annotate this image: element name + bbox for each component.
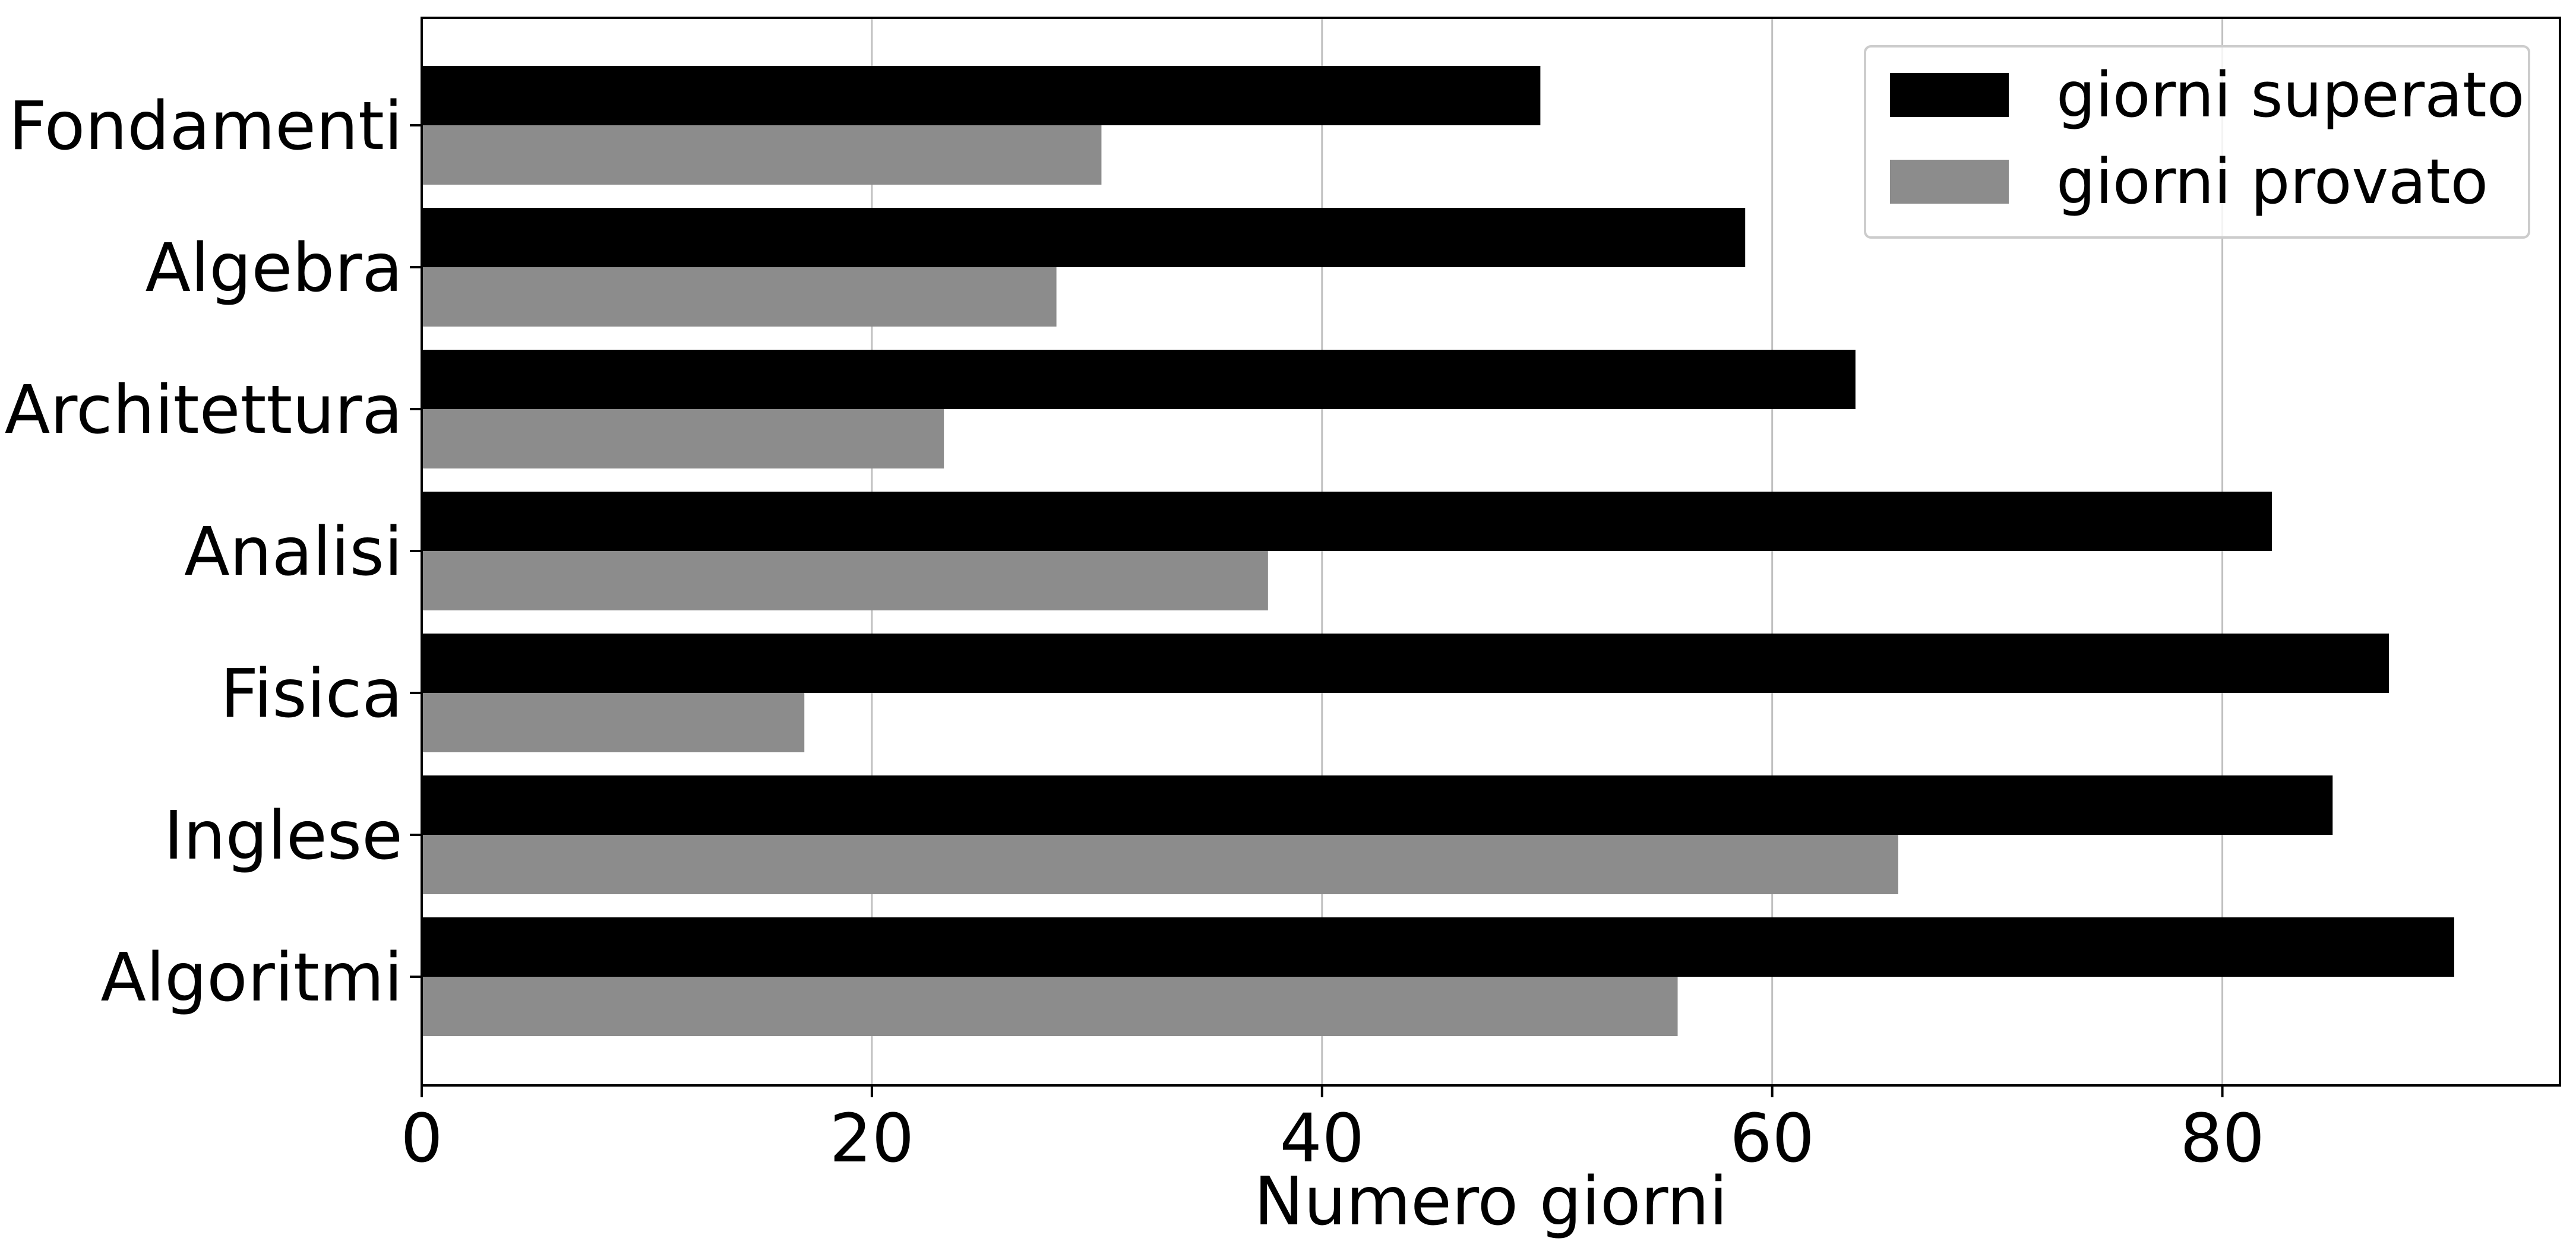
category-label-fisica: Fisica: [220, 656, 403, 733]
category-label-inglese: Inglese: [164, 797, 403, 875]
x-tick-label-0: 0: [400, 1100, 442, 1177]
bar-architettura-giorni-superato: [422, 350, 1856, 409]
category-label-analisi: Analisi: [184, 514, 403, 591]
category-label-algoritmi: Algoritmi: [100, 939, 403, 1017]
x-axis-title: Numero giorni: [1254, 1163, 1727, 1240]
y-axis-categories: Fondamenti Algebra Architettura Analisi Fisi…: [5, 88, 422, 1017]
x-tick-label-80: 80: [2180, 1100, 2265, 1177]
x-tick-label-60: 60: [1730, 1100, 1815, 1177]
category-label-fondamenti: Fondamenti: [8, 88, 403, 165]
bar-algoritmi-giorni-provato: [422, 977, 1678, 1036]
bar-algebra-giorni-superato: [422, 208, 1746, 267]
bar-fisica-giorni-provato: [422, 693, 805, 752]
legend-label-giorni-superato: giorni superato: [2056, 59, 2524, 131]
legend-swatch-giorni-provato: [1890, 160, 2009, 204]
bar-algebra-giorni-provato: [422, 267, 1057, 327]
bar-fisica-giorni-superato: [422, 634, 2389, 693]
bars: [422, 66, 2454, 1036]
bar-analisi-giorni-superato: [422, 492, 2272, 551]
legend-box: [1864, 45, 2530, 239]
legend-label-giorni-provato: giorni provato: [2056, 145, 2488, 218]
x-tick-label-40: 40: [1280, 1100, 1365, 1177]
legend-swatch-giorni-superato: [1890, 73, 2009, 117]
bar-inglese-giorni-provato: [422, 835, 1898, 894]
bar-architettura-giorni-provato: [422, 409, 944, 468]
bar-algoritmi-giorni-superato: [422, 917, 2454, 977]
legend: giorni superato giorni provato: [1864, 45, 2530, 239]
bar-inglese-giorni-superato: [422, 775, 2333, 835]
bar-fondamenti-giorni-superato: [422, 66, 1541, 125]
bar-analisi-giorni-provato: [422, 551, 1268, 610]
x-axis-ticks: 0 20 40 60 80: [400, 1085, 2265, 1177]
x-tick-label-20: 20: [830, 1100, 915, 1177]
bar-fondamenti-giorni-provato: [422, 125, 1102, 185]
category-label-architettura: Architettura: [5, 372, 403, 449]
category-label-algebra: Algebra: [145, 230, 403, 307]
